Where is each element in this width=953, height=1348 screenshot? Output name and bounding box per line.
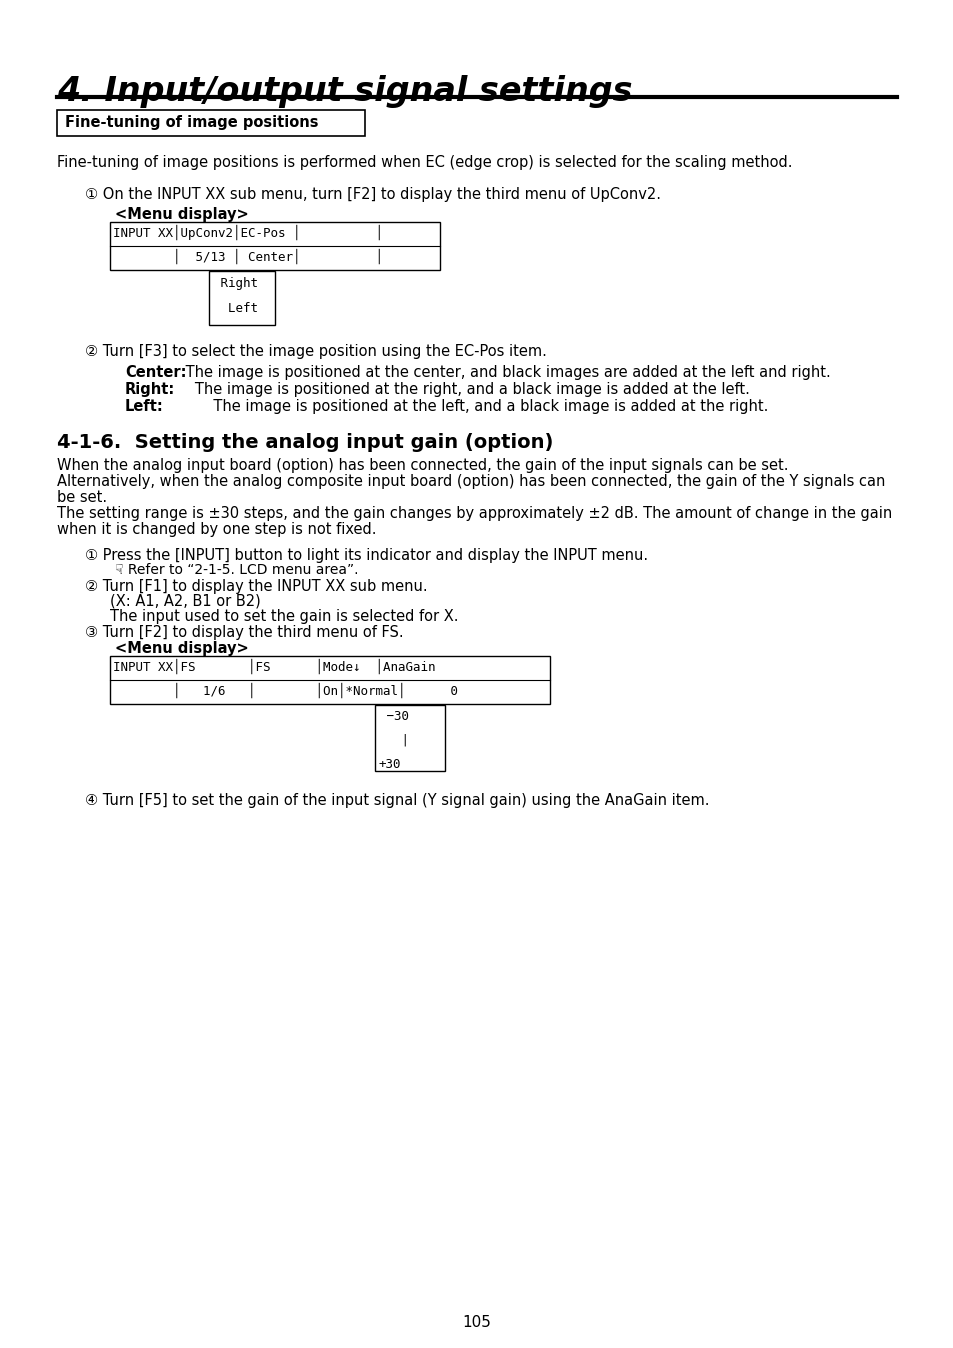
Text: <Menu display>: <Menu display>: [115, 642, 249, 656]
Text: be set.: be set.: [57, 491, 107, 506]
Text: ☟ Refer to “2-1-5. LCD menu area”.: ☟ Refer to “2-1-5. LCD menu area”.: [115, 563, 358, 577]
Text: 4. Input/output signal settings: 4. Input/output signal settings: [57, 75, 632, 108]
Text: Right
  Left: Right Left: [213, 276, 257, 315]
Text: ① Press the [INPUT] button to light its indicator and display the INPUT menu.: ① Press the [INPUT] button to light its …: [85, 549, 647, 563]
Text: Right:: Right:: [125, 381, 175, 398]
Text: When the analog input board (option) has been connected, the gain of the input s: When the analog input board (option) has…: [57, 458, 788, 473]
Bar: [110, 656, 550, 704]
Text: −30
   |
+30: −30 | +30: [378, 710, 409, 771]
Text: │  5/13 │ Center│          │: │ 5/13 │ Center│ │: [112, 249, 382, 264]
Text: 4-1-6.  Setting the analog input gain (option): 4-1-6. Setting the analog input gain (op…: [57, 433, 553, 452]
Text: ③ Turn [F2] to display the third menu of FS.: ③ Turn [F2] to display the third menu of…: [85, 625, 403, 640]
Text: Fine-tuning of image positions is performed when EC (edge crop) is selected for : Fine-tuning of image positions is perfor…: [57, 155, 792, 170]
Text: ② Turn [F1] to display the INPUT XX sub menu.: ② Turn [F1] to display the INPUT XX sub …: [85, 580, 427, 594]
Text: The image is positioned at the center, and black images are added at the left an: The image is positioned at the center, a…: [181, 365, 830, 380]
Text: Alternatively, when the analog composite input board (option) has been connected: Alternatively, when the analog composite…: [57, 474, 884, 489]
Text: Center:: Center:: [125, 365, 186, 380]
Bar: [375, 705, 444, 771]
Text: <Menu display>: <Menu display>: [115, 208, 249, 222]
Text: The image is positioned at the left, and a black image is added at the right.: The image is positioned at the left, and…: [181, 399, 767, 414]
Bar: [110, 222, 439, 270]
Text: ① On the INPUT XX sub menu, turn [F2] to display the third menu of UpConv2.: ① On the INPUT XX sub menu, turn [F2] to…: [85, 187, 660, 202]
Text: The image is positioned at the right, and a black image is added at the left.: The image is positioned at the right, an…: [181, 381, 749, 398]
Text: ④ Turn [F5] to set the gain of the input signal (Y signal gain) using the AnaGai: ④ Turn [F5] to set the gain of the input…: [85, 793, 709, 807]
Text: INPUT XX│FS       │FS      │Mode↓  │AnaGain: INPUT XX│FS │FS │Mode↓ │AnaGain: [112, 659, 435, 674]
Text: 105: 105: [462, 1316, 491, 1330]
Bar: [209, 271, 274, 325]
Text: (X: A1, A2, B1 or B2): (X: A1, A2, B1 or B2): [110, 594, 260, 609]
Text: The input used to set the gain is selected for X.: The input used to set the gain is select…: [110, 609, 458, 624]
Text: │   1/6   │        │On│*Normal│      0: │ 1/6 │ │On│*Normal│ 0: [112, 683, 457, 698]
Text: Left:: Left:: [125, 399, 164, 414]
Bar: [57, 111, 365, 136]
Text: Fine-tuning of image positions: Fine-tuning of image positions: [65, 115, 318, 129]
Text: The setting range is ±30 steps, and the gain changes by approximately ±2 dB. The: The setting range is ±30 steps, and the …: [57, 506, 891, 520]
Text: when it is changed by one step is not fixed.: when it is changed by one step is not fi…: [57, 522, 376, 537]
Text: ② Turn [F3] to select the image position using the EC-Pos item.: ② Turn [F3] to select the image position…: [85, 344, 546, 359]
Text: INPUT XX│UpConv2│EC-Pos │          │: INPUT XX│UpConv2│EC-Pos │ │: [112, 225, 382, 240]
